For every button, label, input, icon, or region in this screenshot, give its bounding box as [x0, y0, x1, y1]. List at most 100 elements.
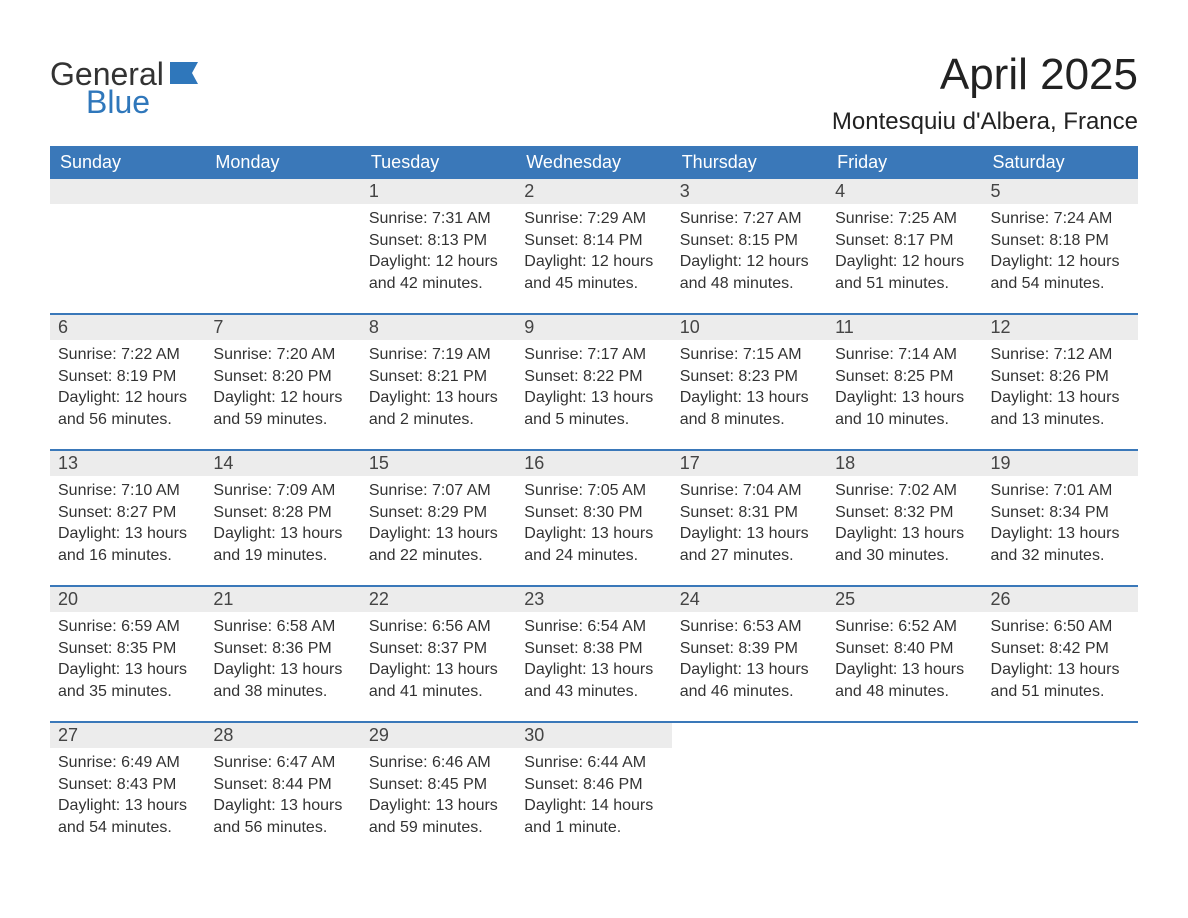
sunset-text: Sunset: 8:30 PM [524, 502, 663, 524]
sunset-text: Sunset: 8:21 PM [369, 366, 508, 388]
day-content-row: Sunrise: 6:59 AMSunset: 8:35 PMDaylight:… [50, 612, 1138, 722]
day-header: Wednesday [516, 146, 671, 179]
sunset-text: Sunset: 8:19 PM [58, 366, 197, 388]
sunset-text: Sunset: 8:27 PM [58, 502, 197, 524]
day-number-cell: 23 [516, 586, 671, 612]
sunrise-text: Sunrise: 7:04 AM [680, 480, 819, 502]
sunrise-text: Sunrise: 6:53 AM [680, 616, 819, 638]
day-content-cell: Sunrise: 6:46 AMSunset: 8:45 PMDaylight:… [361, 748, 516, 858]
daylight1-text: Daylight: 13 hours [524, 659, 663, 681]
daylight1-text: Daylight: 12 hours [524, 251, 663, 273]
day-number-cell: 14 [205, 450, 360, 476]
daylight2-text: and 8 minutes. [680, 409, 819, 431]
sunrise-text: Sunrise: 6:50 AM [991, 616, 1130, 638]
day-content-cell: Sunrise: 7:01 AMSunset: 8:34 PMDaylight:… [983, 476, 1138, 586]
day-number-cell [672, 722, 827, 748]
day-number-cell: 15 [361, 450, 516, 476]
sunset-text: Sunset: 8:40 PM [835, 638, 974, 660]
sunset-text: Sunset: 8:17 PM [835, 230, 974, 252]
sunset-text: Sunset: 8:38 PM [524, 638, 663, 660]
sunset-text: Sunset: 8:34 PM [991, 502, 1130, 524]
sunrise-text: Sunrise: 7:05 AM [524, 480, 663, 502]
sunrise-text: Sunrise: 6:58 AM [213, 616, 352, 638]
day-header: Thursday [672, 146, 827, 179]
daylight1-text: Daylight: 13 hours [835, 659, 974, 681]
day-number-cell: 19 [983, 450, 1138, 476]
daylight2-text: and 30 minutes. [835, 545, 974, 567]
day-content-cell: Sunrise: 6:52 AMSunset: 8:40 PMDaylight:… [827, 612, 982, 722]
daylight1-text: Daylight: 13 hours [524, 523, 663, 545]
day-content-cell: Sunrise: 7:25 AMSunset: 8:17 PMDaylight:… [827, 204, 982, 314]
sunset-text: Sunset: 8:43 PM [58, 774, 197, 796]
day-number-cell: 4 [827, 179, 982, 204]
day-number-cell: 5 [983, 179, 1138, 204]
day-content-cell: Sunrise: 6:44 AMSunset: 8:46 PMDaylight:… [516, 748, 671, 858]
daylight2-text: and 51 minutes. [835, 273, 974, 295]
daylight1-text: Daylight: 12 hours [213, 387, 352, 409]
day-content-cell [672, 748, 827, 858]
sunrise-text: Sunrise: 6:56 AM [369, 616, 508, 638]
location-label: Montesquiu d'Albera, France [832, 108, 1138, 136]
sunset-text: Sunset: 8:39 PM [680, 638, 819, 660]
page-header: General Blue April 2025 Montesquiu d'Alb… [50, 50, 1138, 136]
day-content-cell: Sunrise: 7:19 AMSunset: 8:21 PMDaylight:… [361, 340, 516, 450]
daylight2-text: and 27 minutes. [680, 545, 819, 567]
sunset-text: Sunset: 8:44 PM [213, 774, 352, 796]
daylight2-text: and 16 minutes. [58, 545, 197, 567]
day-number-row: 12345 [50, 179, 1138, 204]
day-number-cell [205, 179, 360, 204]
day-number-cell: 1 [361, 179, 516, 204]
daylight1-text: Daylight: 13 hours [58, 659, 197, 681]
day-number-cell: 13 [50, 450, 205, 476]
day-number-cell: 11 [827, 314, 982, 340]
day-number-cell: 9 [516, 314, 671, 340]
day-content-cell: Sunrise: 7:22 AMSunset: 8:19 PMDaylight:… [50, 340, 205, 450]
day-content-cell: Sunrise: 6:54 AMSunset: 8:38 PMDaylight:… [516, 612, 671, 722]
day-number-cell: 24 [672, 586, 827, 612]
day-number-cell: 3 [672, 179, 827, 204]
daylight2-text: and 41 minutes. [369, 681, 508, 703]
daylight2-text: and 42 minutes. [369, 273, 508, 295]
daylight1-text: Daylight: 13 hours [369, 659, 508, 681]
daylight1-text: Daylight: 13 hours [991, 523, 1130, 545]
day-number-row: 20212223242526 [50, 586, 1138, 612]
sunset-text: Sunset: 8:45 PM [369, 774, 508, 796]
sunrise-text: Sunrise: 6:59 AM [58, 616, 197, 638]
day-number-cell: 2 [516, 179, 671, 204]
daylight2-text: and 45 minutes. [524, 273, 663, 295]
day-content-cell: Sunrise: 7:24 AMSunset: 8:18 PMDaylight:… [983, 204, 1138, 314]
day-content-cell: Sunrise: 7:15 AMSunset: 8:23 PMDaylight:… [672, 340, 827, 450]
sunset-text: Sunset: 8:13 PM [369, 230, 508, 252]
calendar-page: General Blue April 2025 Montesquiu d'Alb… [0, 0, 1188, 898]
sunset-text: Sunset: 8:35 PM [58, 638, 197, 660]
daylight1-text: Daylight: 13 hours [369, 523, 508, 545]
sunrise-text: Sunrise: 7:31 AM [369, 208, 508, 230]
sunset-text: Sunset: 8:18 PM [991, 230, 1130, 252]
sunrise-text: Sunrise: 7:01 AM [991, 480, 1130, 502]
day-content-cell: Sunrise: 7:04 AMSunset: 8:31 PMDaylight:… [672, 476, 827, 586]
daylight1-text: Daylight: 12 hours [835, 251, 974, 273]
day-header: Tuesday [361, 146, 516, 179]
day-number-row: 13141516171819 [50, 450, 1138, 476]
day-content-cell: Sunrise: 7:05 AMSunset: 8:30 PMDaylight:… [516, 476, 671, 586]
daylight1-text: Daylight: 13 hours [213, 659, 352, 681]
day-content-cell: Sunrise: 7:31 AMSunset: 8:13 PMDaylight:… [361, 204, 516, 314]
sunset-text: Sunset: 8:25 PM [835, 366, 974, 388]
daylight2-text: and 48 minutes. [835, 681, 974, 703]
daylight1-text: Daylight: 12 hours [58, 387, 197, 409]
day-content-row: Sunrise: 6:49 AMSunset: 8:43 PMDaylight:… [50, 748, 1138, 858]
day-content-cell: Sunrise: 7:17 AMSunset: 8:22 PMDaylight:… [516, 340, 671, 450]
sunrise-text: Sunrise: 7:14 AM [835, 344, 974, 366]
sunset-text: Sunset: 8:26 PM [991, 366, 1130, 388]
day-content-cell: Sunrise: 7:29 AMSunset: 8:14 PMDaylight:… [516, 204, 671, 314]
daylight2-text: and 19 minutes. [213, 545, 352, 567]
sunrise-text: Sunrise: 7:20 AM [213, 344, 352, 366]
daylight2-text: and 1 minute. [524, 817, 663, 839]
day-content-row: Sunrise: 7:31 AMSunset: 8:13 PMDaylight:… [50, 204, 1138, 314]
daylight1-text: Daylight: 12 hours [369, 251, 508, 273]
day-number-cell: 26 [983, 586, 1138, 612]
day-number-cell: 21 [205, 586, 360, 612]
day-content-cell [983, 748, 1138, 858]
day-number-cell [827, 722, 982, 748]
daylight2-text: and 2 minutes. [369, 409, 508, 431]
